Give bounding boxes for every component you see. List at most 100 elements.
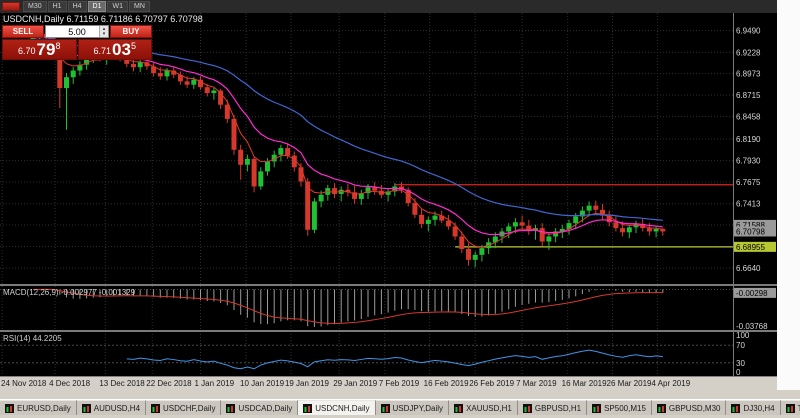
tab-label: USDCHF,Daily [163,403,216,413]
chart-tab-sp500-m15[interactable]: SP500,M15 [587,400,652,415]
chart-tab-eurusd-daily[interactable]: EURUSD,Daily [0,400,77,415]
chart-tab-audusd-h4[interactable]: AUDUSD,H4 [76,400,147,415]
tab-label: AUDUSD,H4 [93,403,141,413]
chart-thumbnail-icon [656,403,666,413]
date-label: 29 Jan 2019 [333,379,378,388]
chart-thumbnail-icon [731,403,741,413]
date-label: 7 Feb 2019 [378,379,420,388]
timeframe-button-h1[interactable]: H1 [47,1,67,12]
price-axis-box [734,219,776,230]
chart-tab-dj30-h4[interactable]: DJ30,H4 [726,400,781,415]
date-label: 26 Mar 2019 [606,379,652,388]
date-label: 13 Dec 2018 [99,379,145,388]
price-axis-box [734,241,776,252]
svg-text:6.9490: 6.9490 [736,27,761,36]
svg-text:6.8190: 6.8190 [736,135,761,144]
chart-tab-xauusd-h1[interactable]: XAUUSD,H1 [449,400,518,415]
date-label: 10 Jan 2019 [240,379,285,388]
sell-button[interactable]: SELL [2,25,44,38]
app-icon [2,2,20,11]
svg-text:-0.03768: -0.03768 [736,322,768,331]
date-label: 22 Dec 2018 [146,379,192,388]
timeframe-buttons: M30 H1 H4 D1 W1 MN [23,1,150,12]
svg-text:30: 30 [736,359,745,368]
tab-label: SP500,M15 [604,403,646,413]
tab-label: XAUUSD,H1 [466,403,512,413]
timeframe-button-mn[interactable]: MN [128,1,150,12]
chart-area[interactable]: 6.9490 6.9228 6.8973 6.8715 6.8458 6.8190 6.79… [0,13,777,376]
price-axis-box [734,226,776,237]
right-gutter [777,0,800,392]
sell-price-big: 79 [36,40,56,59]
date-label: 16 Feb 2019 [423,379,469,388]
timeframe-toolbar: M30 H1 H4 D1 W1 MN [0,0,777,13]
timeframe-button-h4[interactable]: H4 [67,1,87,12]
svg-text:70: 70 [736,341,745,350]
chart-tab-usdjpy-daily[interactable]: USDJPY,Daily [375,400,450,415]
time-axis: 24 Nov 2018 4 Dec 2018 13 Dec 2018 22 Dec 2… [0,376,777,390]
tab-label: EURUSD,Daily [17,403,71,413]
buy-price-button[interactable]: 6.71 03 5 [77,39,152,60]
date-label: 4 Dec 2018 [49,379,91,388]
chart-thumbnail-icon [226,403,236,413]
chart-thumbnail-icon [81,403,91,413]
buy-price-sup: 5 [130,41,136,51]
sell-price-button[interactable]: 6.70 79 8 [2,39,77,60]
buy-price-big: 03 [112,40,131,59]
chart-tab-usdchf-daily[interactable]: USDCHF,Daily [146,400,222,415]
panel-divider [0,330,777,332]
chart-tab-gbpusd-h1[interactable]: GBPUSD,H1 [517,400,588,415]
rsi-line [126,349,663,370]
tab-label: DJ30,H4 [743,403,775,413]
chart-thumbnail-icon [592,403,602,413]
chart-thumbnail-icon [454,403,464,413]
chart-thumbnail-icon [151,403,161,413]
chart-thumbnail-icon [785,403,795,413]
date-label: 19 Jan 2019 [284,379,329,388]
sell-price-prefix: 6.70 [18,46,36,56]
buy-button[interactable]: BUY [110,25,152,38]
svg-text:6.7675: 6.7675 [736,178,761,187]
svg-text:-0.00298: -0.00298 [736,289,768,298]
macd-signal-line [32,288,663,324]
svg-text:6.70798: 6.70798 [736,227,765,236]
chart-thumbnail-icon [380,403,390,413]
chart-ohlc-header: USDCNH,Daily 6.71159 6.71186 6.70797 6.7… [3,14,203,24]
one-click-trade-panel: SELL 5.00 ▴ ▾ BUY 6.70 79 8 6.71 03 5 [2,25,152,60]
panel-divider [0,284,777,286]
macd-histogram [39,289,664,327]
date-label: 16 Mar 2019 [561,379,607,388]
spin-down-icon[interactable]: ▾ [102,30,106,37]
timeframe-button-d1[interactable]: D1 [87,1,107,12]
rsi-indicator-label: RSI(14) 44.2205 [3,334,62,343]
tab-label: GBPUSD,M30 [668,403,721,413]
date-label: 26 Feb 2019 [469,379,515,388]
volume-input[interactable]: 5.00 ▴ ▾ [45,25,109,38]
date-label: 1 Jan 2019 [194,379,235,388]
chart-tabs: EURUSD,Daily AUDUSD,H4 USDCHF,Daily USDCAD,… [0,399,800,415]
svg-text:6.8458: 6.8458 [736,113,761,122]
svg-text:6.8715: 6.8715 [736,91,761,100]
macd-value-box [734,287,776,298]
svg-text:6.9228: 6.9228 [736,48,761,57]
date-label: 7 Mar 2019 [516,379,557,388]
svg-text:6.8973: 6.8973 [736,70,761,79]
timeframe-button-w1[interactable]: W1 [107,1,128,12]
chart-tab-usdcnh-daily[interactable]: USDCNH,Daily [298,400,376,415]
tab-label: TECH100,H1 [798,404,800,413]
chart-tab-gbpusd-m30[interactable]: GBPUSD,M30 [651,400,727,415]
svg-text:6.71588: 6.71588 [736,221,765,230]
price-chart-canvas[interactable]: 6.9490 6.9228 6.8973 6.8715 6.8458 6.8190 6.79… [0,13,777,376]
tab-label: USDCNH,Daily [315,403,370,413]
timeframe-button-m30[interactable]: M30 [23,1,47,12]
date-label: 24 Nov 2018 [1,379,47,388]
volume-spinner[interactable]: ▴ ▾ [99,26,108,37]
sell-price-sup: 8 [55,41,61,51]
tab-label: USDJPY,Daily [392,403,444,413]
chart-tab-usdcad-daily[interactable]: USDCAD,Daily [221,400,299,415]
chart-tab-tech100-h1[interactable]: TECH100,H1 [780,400,800,415]
spin-up-icon[interactable]: ▴ [102,25,106,32]
svg-text:6.68955: 6.68955 [736,243,765,252]
tab-label: USDCAD,Daily [238,403,293,413]
chart-thumbnail-icon [5,403,14,413]
